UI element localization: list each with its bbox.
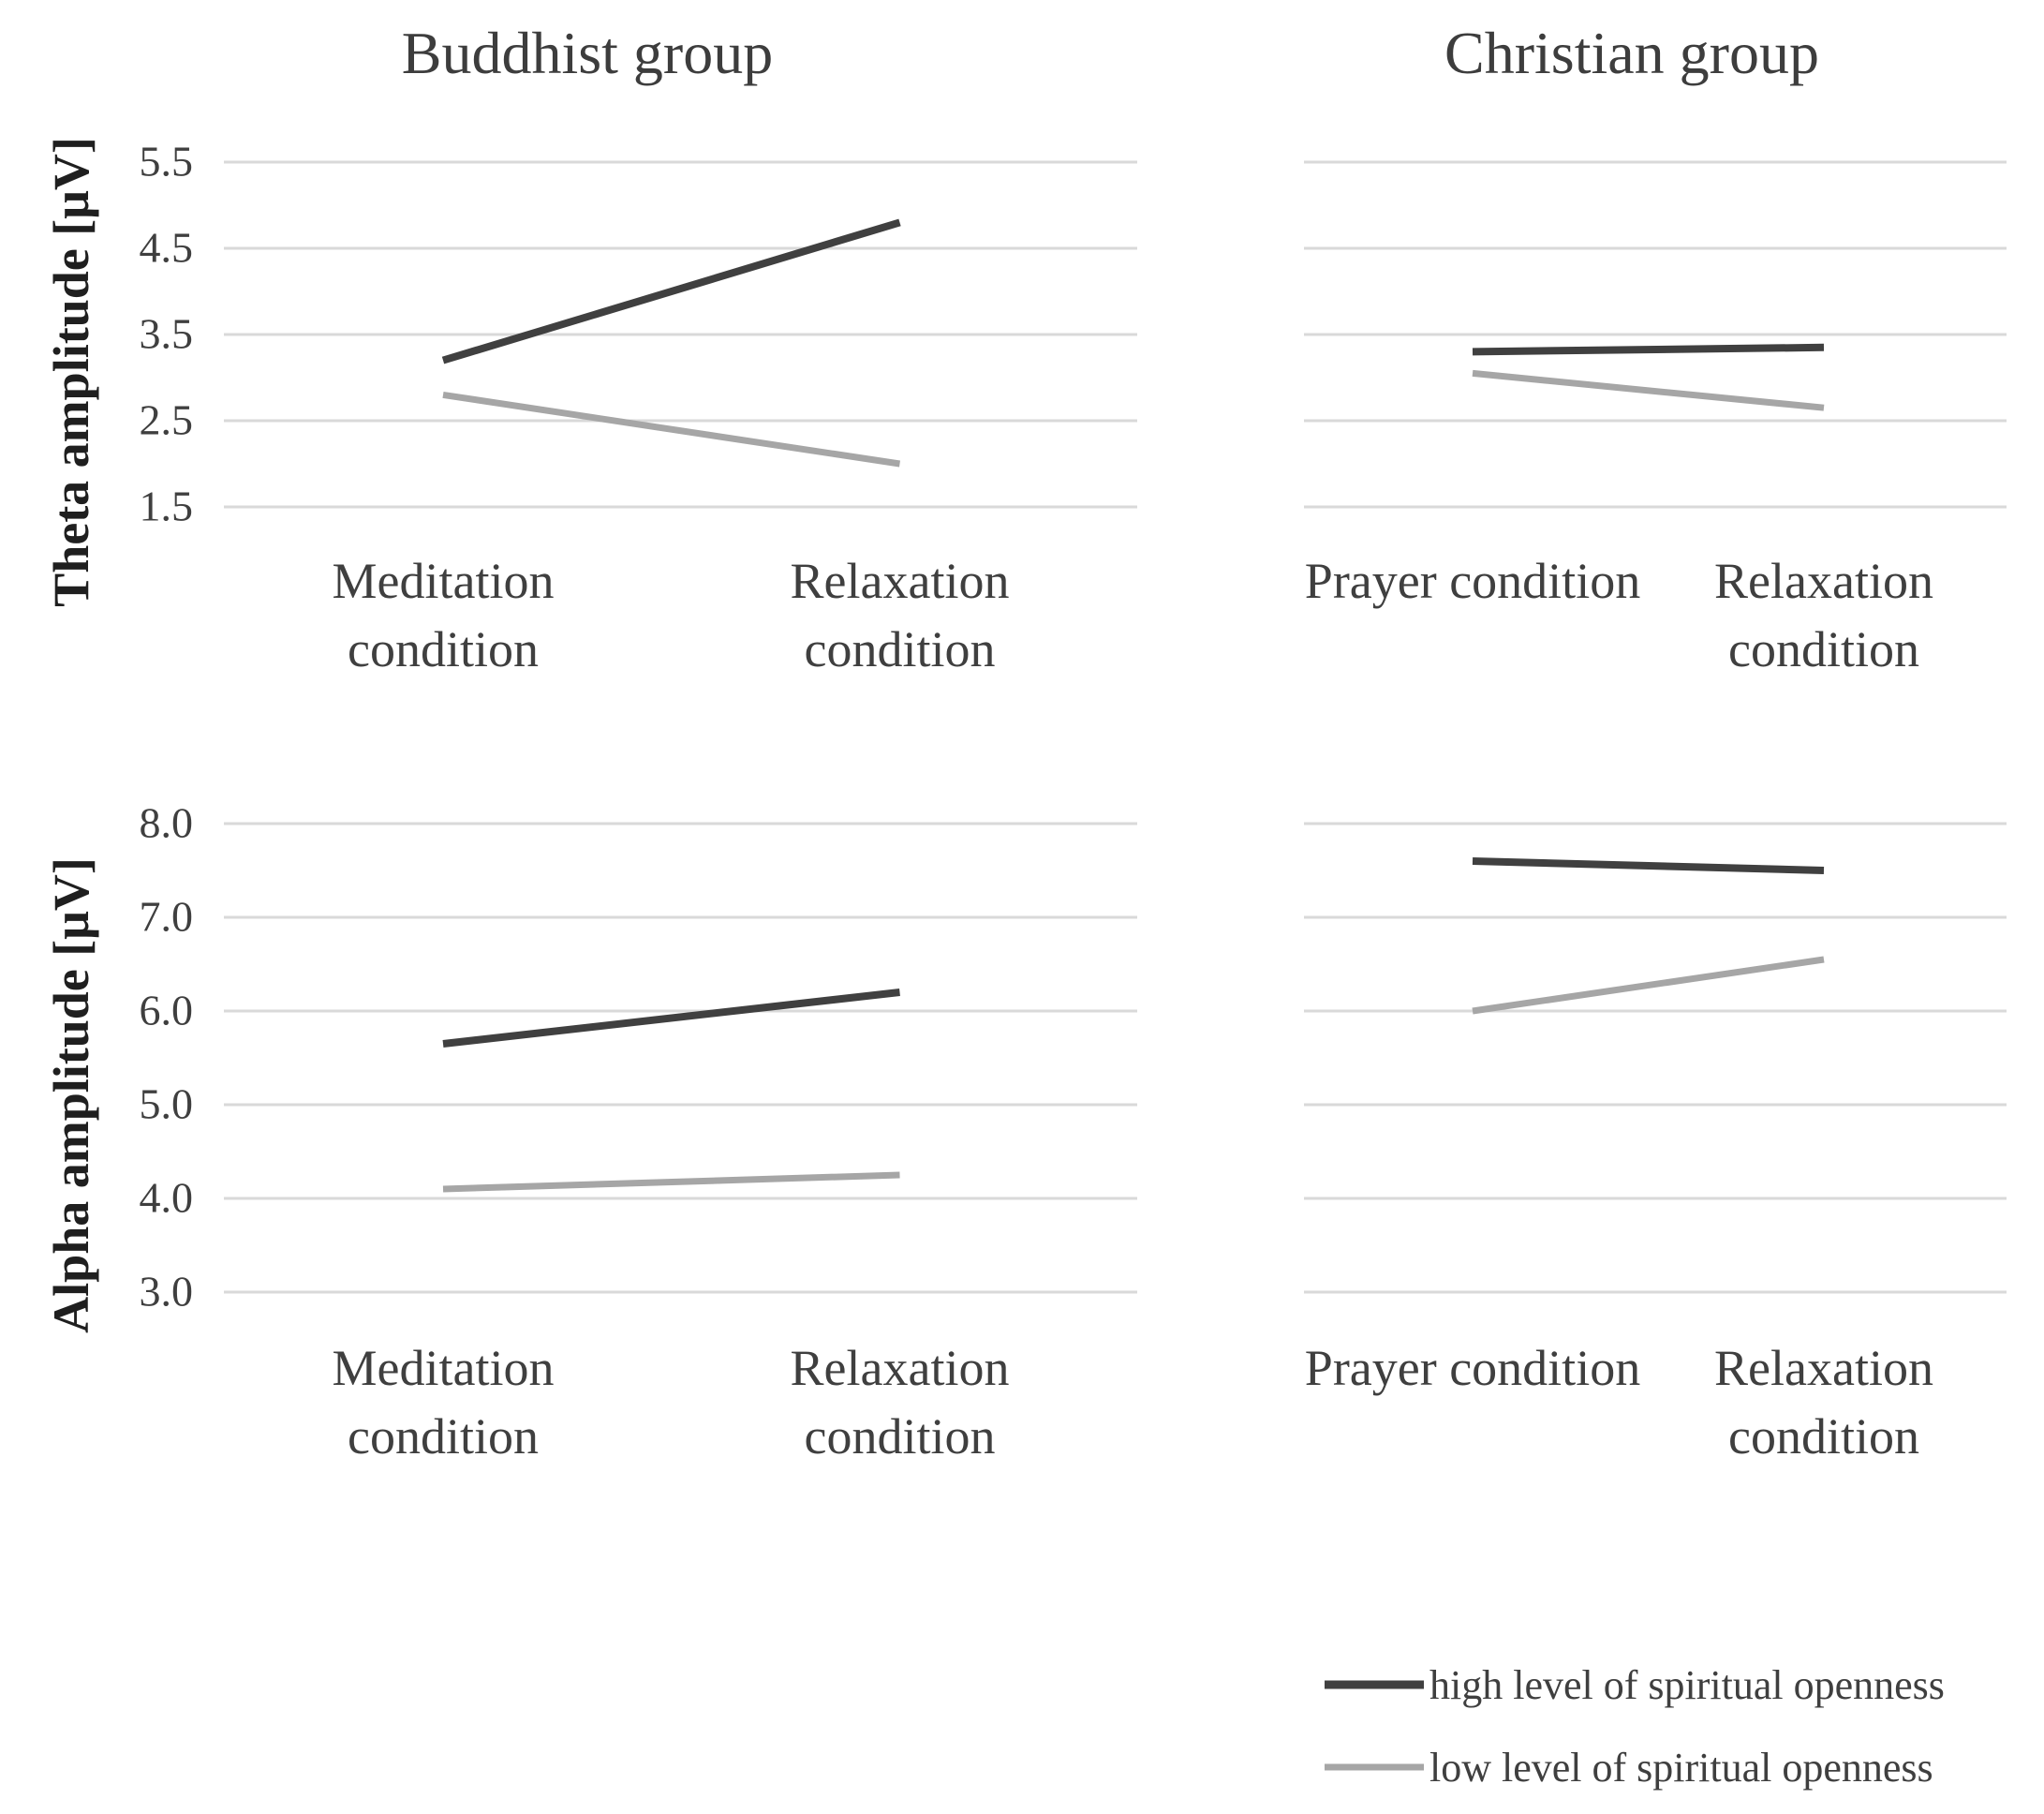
x-category-label: Prayer condition xyxy=(1304,1340,1641,1396)
y-tick-label-3-0: 3.0 xyxy=(139,1267,194,1316)
chart-title-buddhist-group: Buddhist group xyxy=(401,20,774,86)
alpha-buddhist-high-series-line xyxy=(442,989,900,1048)
alpha-buddhist-low-series-line xyxy=(442,1171,900,1193)
legend-label-low: low level of spiritual openness xyxy=(1429,1744,1933,1791)
y-tick-label-4-0: 4.0 xyxy=(139,1173,194,1222)
y-tick-label-1-5: 1.5 xyxy=(139,482,194,530)
theta-buddhist-low-series-line xyxy=(442,391,901,468)
y-tick-label-3-5: 3.5 xyxy=(139,309,194,358)
y-tick-label-8-0: 8.0 xyxy=(139,798,194,847)
y-tick-label-6-0: 6.0 xyxy=(139,986,194,1034)
legend-line-high-icon xyxy=(1325,1680,1424,1689)
theta-christian-low-series-line xyxy=(1472,369,1825,411)
y-axis-ticks-alpha: 8.0 7.0 6.0 5.0 4.0 3.0 xyxy=(81,798,194,1315)
y-tick-label-5-5: 5.5 xyxy=(139,137,194,186)
legend-item-high: high level of spiritual openness xyxy=(1325,1660,1945,1709)
plot-area-theta-christian xyxy=(1304,160,2007,509)
x-category-label: Prayer condition xyxy=(1304,553,1641,609)
legend-label-high: high level of spiritual openness xyxy=(1429,1661,1945,1708)
plot-area-theta-buddhist xyxy=(224,160,1137,509)
x-category-label: Meditation condition xyxy=(332,1340,555,1465)
x-category-label: Relaxation condition xyxy=(1714,553,1933,677)
x-category-label: Relaxation condition xyxy=(790,1340,1010,1465)
alpha-christian-high-series-line xyxy=(1472,857,1825,874)
plot-area-alpha-christian xyxy=(1304,822,2007,1294)
legend-line-low-icon xyxy=(1325,1763,1424,1771)
y-tick-label-5-0: 5.0 xyxy=(139,1079,194,1128)
theta-christian-high-series-line xyxy=(1472,343,1825,356)
y-axis-ticks-theta: 5.5 4.5 3.5 2.5 1.5 xyxy=(81,137,194,529)
y-tick-label-4-5: 4.5 xyxy=(139,223,194,272)
y-tick-label-2-5: 2.5 xyxy=(139,395,194,444)
legend: high level of spiritual openness low lev… xyxy=(1325,1660,1945,1792)
y-tick-label-7-0: 7.0 xyxy=(139,892,194,941)
legend-item-low: low level of spiritual openness xyxy=(1325,1743,1945,1792)
plot-area-alpha-buddhist xyxy=(224,822,1137,1294)
x-category-label: Meditation condition xyxy=(332,553,555,677)
x-category-label: Relaxation condition xyxy=(1714,1340,1933,1465)
theta-buddhist-high-series-line xyxy=(441,218,901,364)
x-category-label: Relaxation condition xyxy=(790,553,1010,677)
alpha-christian-low-series-line xyxy=(1472,956,1825,1015)
chart-title-christian-group: Christian group xyxy=(1444,20,1819,86)
